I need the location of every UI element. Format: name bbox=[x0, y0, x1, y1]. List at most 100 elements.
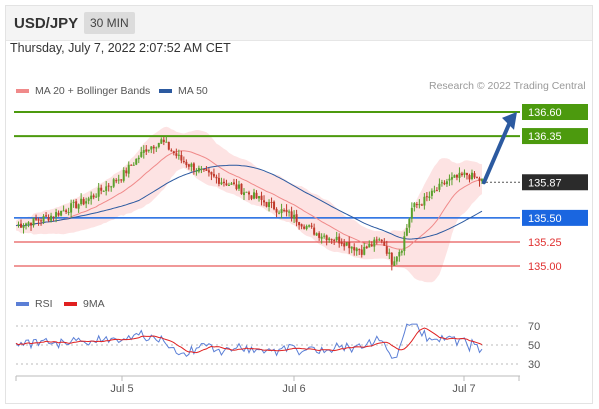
candle-body bbox=[75, 201, 78, 209]
projection-arrow-head bbox=[502, 111, 517, 130]
candle-body bbox=[333, 239, 336, 241]
candle-body bbox=[132, 164, 135, 166]
candle-body bbox=[42, 216, 45, 222]
candle-body bbox=[481, 179, 483, 182]
candle-body bbox=[107, 185, 110, 187]
candle-body bbox=[20, 223, 23, 228]
candle-body bbox=[167, 142, 170, 150]
candle-body bbox=[360, 249, 363, 255]
timestamp-label: Thursday, July 7, 2022 2:07:52 AM CET bbox=[10, 41, 231, 55]
candle-body bbox=[240, 183, 243, 195]
candle-body bbox=[310, 225, 313, 227]
candle-body bbox=[67, 212, 70, 214]
chart-header: USD/JPY 30 MIN bbox=[6, 6, 592, 41]
candle-body bbox=[82, 199, 85, 205]
candle-body bbox=[318, 233, 321, 238]
candle-body bbox=[52, 216, 55, 218]
level-tag-136.60 bbox=[522, 104, 588, 120]
candle-body bbox=[102, 190, 105, 192]
candle-body bbox=[325, 235, 328, 241]
candle-body bbox=[22, 225, 25, 228]
rsi-tick-30: 30 bbox=[528, 359, 540, 371]
candle-body bbox=[92, 195, 95, 198]
candle-body bbox=[438, 183, 441, 190]
candle-body bbox=[210, 171, 213, 175]
projection-arrow-shaft bbox=[482, 119, 512, 185]
level-tag-136.35 bbox=[522, 128, 588, 145]
candle-body bbox=[343, 243, 346, 247]
legend-ma20: MA 20 + Bollinger Bands bbox=[16, 85, 150, 97]
ma20-swatch bbox=[16, 89, 29, 94]
candle-body bbox=[415, 204, 418, 206]
candle-body bbox=[400, 250, 403, 253]
candle-body bbox=[100, 187, 103, 191]
candle-body bbox=[27, 222, 30, 225]
candle-body bbox=[142, 150, 145, 153]
candle-body bbox=[250, 195, 253, 199]
ma9-legend-label: 9MA bbox=[83, 298, 105, 310]
candle-body bbox=[220, 182, 223, 185]
candle-body bbox=[353, 247, 356, 251]
ma50-swatch bbox=[159, 89, 172, 94]
candle-body bbox=[182, 161, 185, 163]
candle-body bbox=[283, 210, 286, 212]
level-label-136.35: 136.35 bbox=[528, 131, 562, 143]
candle-body bbox=[355, 248, 358, 252]
candle-body bbox=[473, 173, 476, 178]
candle-body bbox=[180, 155, 183, 161]
candle-body bbox=[140, 151, 143, 157]
candle-body bbox=[175, 153, 178, 156]
candle-body bbox=[237, 184, 240, 189]
candle-body bbox=[205, 169, 208, 171]
candle-body bbox=[112, 179, 115, 187]
candle-body bbox=[448, 178, 451, 181]
candle-body bbox=[348, 242, 351, 249]
candle-body bbox=[47, 217, 50, 221]
candle-body bbox=[95, 196, 98, 198]
candle-body bbox=[303, 226, 306, 229]
candle-body bbox=[192, 163, 195, 171]
candle-body bbox=[268, 202, 271, 208]
candle-body bbox=[465, 172, 468, 176]
candle-body bbox=[463, 172, 466, 175]
candle-body bbox=[363, 246, 366, 255]
candle-body bbox=[227, 184, 230, 186]
ma9-swatch bbox=[64, 302, 77, 307]
candle-body bbox=[197, 167, 200, 172]
level-tag-135.50 bbox=[522, 209, 588, 226]
candle-body bbox=[105, 186, 108, 192]
candle-body bbox=[345, 242, 348, 246]
candle-body bbox=[308, 225, 311, 227]
candle-body bbox=[60, 210, 63, 216]
legend-rsi: RSI bbox=[16, 298, 53, 310]
candle-body bbox=[187, 164, 190, 167]
candle-body bbox=[368, 244, 371, 248]
candle-body bbox=[190, 163, 193, 167]
candle-body bbox=[335, 236, 338, 241]
candle-body bbox=[97, 187, 100, 197]
candle-body bbox=[17, 224, 20, 226]
candle-body bbox=[115, 180, 118, 182]
candle-body bbox=[300, 224, 303, 227]
credit-label: Research © 2022 Trading Central bbox=[429, 80, 586, 92]
candle-body bbox=[428, 196, 431, 198]
candle-body bbox=[330, 239, 333, 241]
x-tick-label-0: Jul 5 bbox=[110, 383, 133, 395]
candle-body bbox=[393, 261, 396, 266]
candle-body bbox=[155, 147, 158, 149]
candle-body bbox=[293, 214, 296, 219]
candle-body bbox=[323, 235, 326, 237]
candle-body bbox=[338, 236, 341, 244]
rsi-legend-label: RSI bbox=[35, 298, 53, 310]
candle-body bbox=[328, 238, 331, 241]
candle-body bbox=[373, 239, 376, 247]
candle-body bbox=[55, 212, 58, 218]
candle-body bbox=[260, 195, 263, 200]
x-tick-label-1: Jul 6 bbox=[282, 383, 305, 395]
timeframe-badge[interactable]: 30 MIN bbox=[84, 12, 135, 34]
candle-body bbox=[130, 164, 133, 166]
level-label-135.25: 135.25 bbox=[528, 237, 562, 249]
rsi-tick-70: 70 bbox=[528, 321, 540, 333]
candle-body bbox=[358, 249, 361, 251]
